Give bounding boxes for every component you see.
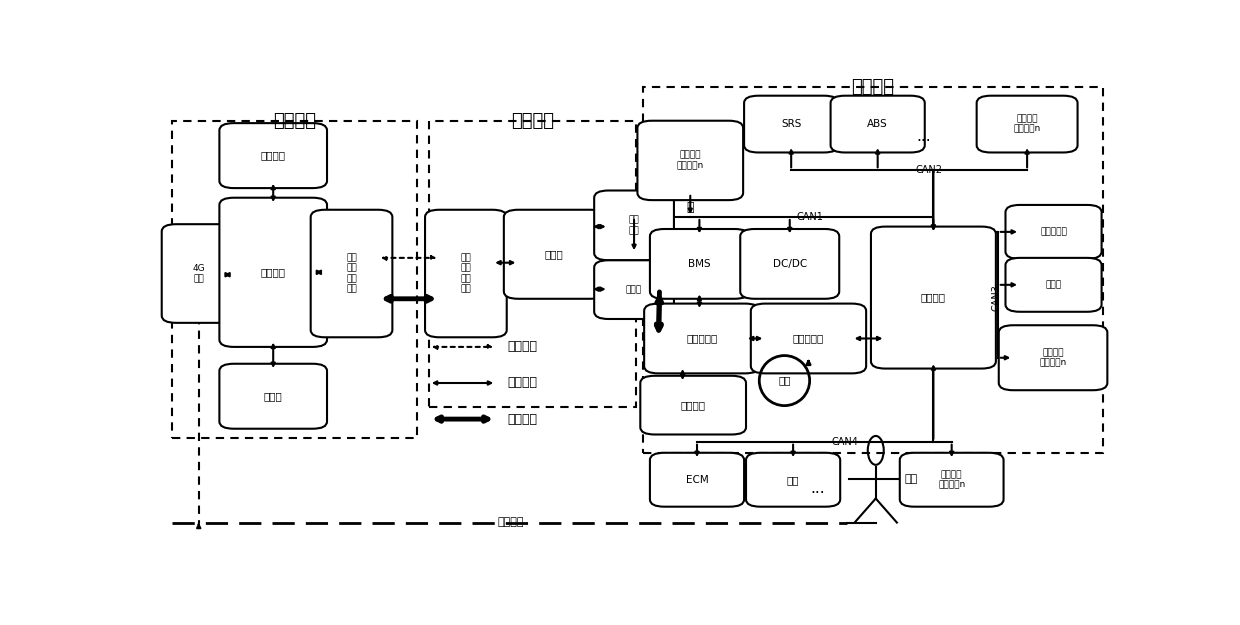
Text: 舒适子网
电子模块n: 舒适子网 电子模块n: [1039, 348, 1066, 368]
FancyBboxPatch shape: [650, 452, 744, 507]
FancyBboxPatch shape: [503, 210, 605, 299]
Text: 多媒体: 多媒体: [1045, 281, 1061, 289]
Text: CAN2: CAN2: [915, 165, 942, 175]
Text: 有线信息: 有线信息: [507, 376, 538, 389]
FancyBboxPatch shape: [870, 227, 996, 369]
FancyBboxPatch shape: [650, 229, 749, 299]
Text: 充电装置: 充电装置: [511, 112, 554, 130]
Text: 第二
数据
收发
转换: 第二 数据 收发 转换: [460, 253, 471, 294]
FancyBboxPatch shape: [311, 210, 392, 338]
Text: 电机: 电机: [779, 376, 791, 386]
FancyBboxPatch shape: [740, 229, 839, 299]
FancyBboxPatch shape: [831, 96, 925, 152]
Text: 人机接口: 人机接口: [260, 151, 285, 161]
Text: ECM: ECM: [686, 475, 708, 485]
Text: 电机控制器: 电机控制器: [792, 334, 825, 344]
Text: 车身子网
电子模块n: 车身子网 电子模块n: [937, 470, 965, 489]
Text: 仪表: 仪表: [787, 475, 800, 485]
Text: 数据库: 数据库: [264, 391, 283, 401]
Text: ：: ：: [687, 201, 694, 214]
Text: 高压配电盒: 高压配电盒: [686, 334, 718, 344]
Text: CAN3: CAN3: [992, 284, 1002, 311]
Text: CAN4: CAN4: [832, 437, 858, 447]
Text: SRS: SRS: [781, 119, 801, 129]
FancyBboxPatch shape: [998, 325, 1107, 390]
Text: 4G
通讯: 4G 通讯: [192, 264, 205, 283]
Text: 监控中心: 监控中心: [273, 112, 316, 130]
FancyBboxPatch shape: [637, 121, 743, 200]
Text: 空调控制器: 空调控制器: [1040, 228, 1066, 236]
FancyBboxPatch shape: [644, 304, 759, 373]
Text: BMS: BMS: [688, 259, 711, 269]
Text: 动力子网
电子模块n: 动力子网 电子模块n: [677, 151, 704, 170]
Text: 无线信息: 无线信息: [507, 341, 538, 353]
FancyBboxPatch shape: [594, 260, 675, 319]
Text: CAN1: CAN1: [797, 212, 823, 222]
Bar: [429, 121, 635, 407]
FancyBboxPatch shape: [746, 452, 841, 507]
FancyBboxPatch shape: [744, 96, 838, 152]
Text: 电力能量: 电力能量: [507, 412, 538, 426]
Text: DC/DC: DC/DC: [773, 259, 807, 269]
Text: ...: ...: [811, 481, 826, 496]
FancyBboxPatch shape: [640, 376, 746, 434]
Text: ABS: ABS: [867, 119, 888, 129]
Bar: [644, 87, 1102, 452]
FancyBboxPatch shape: [425, 210, 507, 338]
Text: 司机: 司机: [905, 474, 918, 484]
Text: 动力电池: 动力电池: [681, 400, 706, 410]
Text: 控制器: 控制器: [544, 249, 564, 259]
Text: 电动车辆: 电动车辆: [852, 78, 894, 96]
FancyBboxPatch shape: [219, 364, 327, 429]
Text: 车载网关: 车载网关: [921, 292, 946, 302]
Text: 无线通讯: 无线通讯: [497, 517, 523, 527]
FancyBboxPatch shape: [594, 191, 675, 260]
FancyBboxPatch shape: [1006, 258, 1101, 312]
Text: 通讯
模块: 通讯 模块: [629, 216, 640, 235]
FancyBboxPatch shape: [219, 198, 327, 347]
Text: 第一
数据
收发
转换: 第一 数据 收发 转换: [346, 253, 357, 294]
FancyBboxPatch shape: [900, 452, 1003, 507]
FancyBboxPatch shape: [751, 304, 866, 373]
Text: 充电机: 充电机: [626, 285, 642, 294]
Bar: [172, 121, 418, 438]
FancyBboxPatch shape: [161, 224, 236, 323]
FancyBboxPatch shape: [1006, 205, 1101, 259]
FancyBboxPatch shape: [977, 96, 1078, 152]
FancyBboxPatch shape: [219, 123, 327, 188]
Text: 安全子网
电子模块n: 安全子网 电子模块n: [1013, 114, 1040, 134]
Text: ...: ...: [916, 129, 931, 144]
Text: 主控软件: 主控软件: [260, 268, 285, 278]
